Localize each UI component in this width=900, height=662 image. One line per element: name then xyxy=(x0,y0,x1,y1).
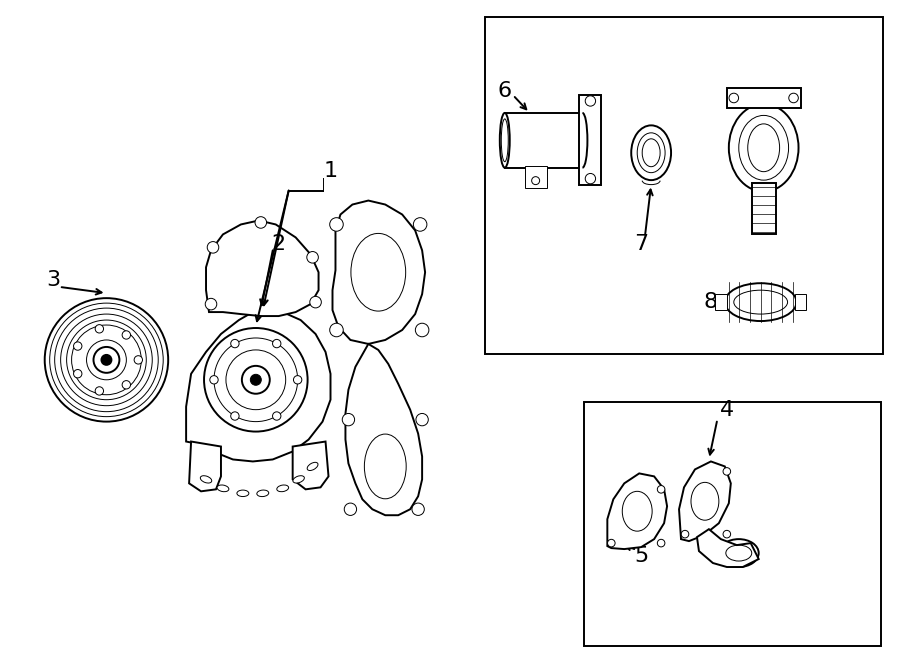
Circle shape xyxy=(45,298,168,422)
Circle shape xyxy=(74,342,82,350)
Circle shape xyxy=(273,340,281,348)
Ellipse shape xyxy=(622,491,652,531)
Ellipse shape xyxy=(719,539,759,567)
Circle shape xyxy=(242,366,270,394)
Bar xyxy=(715,294,727,310)
Ellipse shape xyxy=(237,490,248,496)
Circle shape xyxy=(608,540,615,547)
Polygon shape xyxy=(346,344,422,515)
Ellipse shape xyxy=(631,125,671,180)
Polygon shape xyxy=(679,461,731,541)
Polygon shape xyxy=(206,220,319,316)
Polygon shape xyxy=(186,310,330,461)
Bar xyxy=(485,17,883,354)
Circle shape xyxy=(230,340,239,348)
Circle shape xyxy=(293,375,302,384)
Text: 8: 8 xyxy=(704,292,718,312)
Circle shape xyxy=(657,485,665,493)
Ellipse shape xyxy=(351,234,406,311)
Circle shape xyxy=(74,369,82,378)
Polygon shape xyxy=(608,473,667,549)
Bar xyxy=(584,402,881,645)
Circle shape xyxy=(329,323,343,337)
Circle shape xyxy=(729,93,739,103)
Text: 5: 5 xyxy=(634,546,648,566)
Ellipse shape xyxy=(364,434,406,498)
Circle shape xyxy=(122,331,130,339)
Circle shape xyxy=(204,328,308,432)
Circle shape xyxy=(307,252,319,263)
Text: 4: 4 xyxy=(720,400,733,420)
Circle shape xyxy=(412,503,424,516)
Polygon shape xyxy=(332,201,425,344)
Circle shape xyxy=(342,414,355,426)
Circle shape xyxy=(255,216,266,228)
Text: 2: 2 xyxy=(272,234,286,254)
Polygon shape xyxy=(189,442,221,491)
Text: 7: 7 xyxy=(634,234,648,254)
Ellipse shape xyxy=(724,283,796,321)
Circle shape xyxy=(723,467,731,475)
Circle shape xyxy=(344,503,356,516)
Circle shape xyxy=(585,173,596,184)
Circle shape xyxy=(205,299,217,310)
Ellipse shape xyxy=(292,476,304,483)
Circle shape xyxy=(122,381,130,389)
Circle shape xyxy=(134,355,142,364)
Circle shape xyxy=(207,242,219,253)
Circle shape xyxy=(681,530,688,538)
Ellipse shape xyxy=(500,113,509,167)
Bar xyxy=(505,113,582,167)
Circle shape xyxy=(585,96,596,106)
Bar xyxy=(580,95,601,185)
Circle shape xyxy=(230,412,239,420)
Ellipse shape xyxy=(729,104,798,191)
Circle shape xyxy=(94,347,120,373)
Circle shape xyxy=(657,540,665,547)
Circle shape xyxy=(95,387,104,395)
Text: 3: 3 xyxy=(47,270,60,290)
Circle shape xyxy=(532,177,540,185)
Text: 6: 6 xyxy=(498,81,512,101)
Circle shape xyxy=(250,374,261,385)
Ellipse shape xyxy=(277,485,289,492)
Ellipse shape xyxy=(691,483,719,520)
Bar xyxy=(752,183,776,234)
Text: 1: 1 xyxy=(323,161,338,181)
Ellipse shape xyxy=(501,119,508,162)
Circle shape xyxy=(95,324,104,333)
Bar xyxy=(525,166,546,187)
Polygon shape xyxy=(697,529,759,567)
Circle shape xyxy=(723,530,731,538)
Circle shape xyxy=(413,218,427,231)
Circle shape xyxy=(102,355,112,365)
Ellipse shape xyxy=(217,485,229,492)
Circle shape xyxy=(415,323,429,337)
Circle shape xyxy=(210,375,218,384)
Circle shape xyxy=(788,93,798,103)
Circle shape xyxy=(329,218,343,231)
Circle shape xyxy=(416,414,428,426)
Ellipse shape xyxy=(637,133,665,173)
Bar xyxy=(727,88,800,108)
Ellipse shape xyxy=(201,476,212,483)
Ellipse shape xyxy=(256,490,269,496)
Circle shape xyxy=(273,412,281,420)
Bar xyxy=(795,294,806,310)
Circle shape xyxy=(310,297,321,308)
Polygon shape xyxy=(292,442,328,489)
Ellipse shape xyxy=(307,462,318,471)
